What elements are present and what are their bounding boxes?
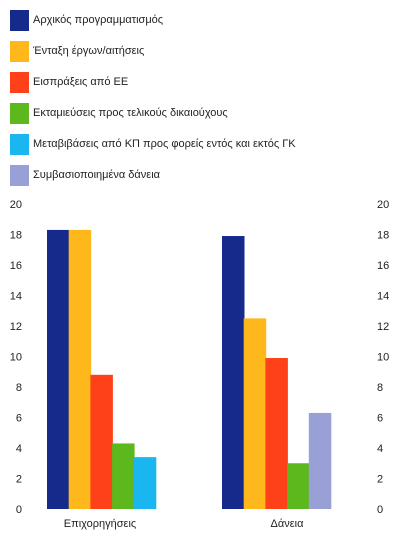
y-tick-label-right: 8 xyxy=(377,382,383,394)
bar xyxy=(133,457,157,509)
y-tick-label-right: 2 xyxy=(377,474,383,486)
y-tick-label-left: 20 xyxy=(10,199,22,211)
y-tick-label-left: 6 xyxy=(16,413,22,425)
bar xyxy=(90,374,113,509)
x-tick-label: Επιχορηγήσεις xyxy=(64,518,136,530)
legend-swatch xyxy=(10,72,29,93)
legend-swatch xyxy=(10,103,29,124)
y-tick-label-left: 18 xyxy=(10,230,22,242)
bar xyxy=(47,229,70,510)
y-tick-label-left: 14 xyxy=(10,291,22,303)
legend-label: Εισπράξεις από ΕΕ xyxy=(33,76,129,88)
legend-label: Αρχικός προγραμματισμός xyxy=(33,14,164,26)
legend-swatch xyxy=(10,41,29,62)
y-tick-label-left: 16 xyxy=(10,260,22,272)
bar xyxy=(265,358,288,509)
y-tick-label-right: 0 xyxy=(377,504,383,516)
legend-swatch xyxy=(10,165,29,186)
y-tick-label-right: 18 xyxy=(377,230,389,242)
y-tick-label-left: 4 xyxy=(16,443,22,455)
y-tick-label-left: 10 xyxy=(10,352,22,364)
bar xyxy=(243,318,267,509)
y-tick-label-right: 14 xyxy=(377,291,389,303)
y-tick-label-right: 4 xyxy=(377,443,383,455)
bar xyxy=(287,463,310,509)
y-tick-label-left: 12 xyxy=(10,321,22,333)
legend-swatch xyxy=(10,134,29,155)
y-tick-label-right: 6 xyxy=(377,413,383,425)
legend-label: Εκταμιεύσεις προς τελικούς δικαιούχους xyxy=(33,107,228,119)
bar xyxy=(308,412,332,509)
y-tick-label-left: 0 xyxy=(16,504,22,516)
y-tick-label-right: 20 xyxy=(377,199,389,211)
x-tick-label: Δάνεια xyxy=(271,518,305,530)
y-tick-label-left: 8 xyxy=(16,382,22,394)
legend-label: Ένταξη έργων/αιτήσεις xyxy=(33,45,145,57)
bar xyxy=(112,443,135,509)
legend-swatch xyxy=(10,10,29,31)
y-tick-label-right: 10 xyxy=(377,352,389,364)
bar xyxy=(222,236,245,509)
y-tick-label-right: 12 xyxy=(377,321,389,333)
y-tick-label-left: 2 xyxy=(16,474,22,486)
legend-label: Συμβασιοποιημένα δάνεια xyxy=(33,169,160,181)
bar xyxy=(68,229,92,510)
legend-label: Μεταβιβάσεις από ΚΠ προς φορείς εντός κα… xyxy=(33,138,296,150)
y-tick-label-right: 16 xyxy=(377,260,389,272)
